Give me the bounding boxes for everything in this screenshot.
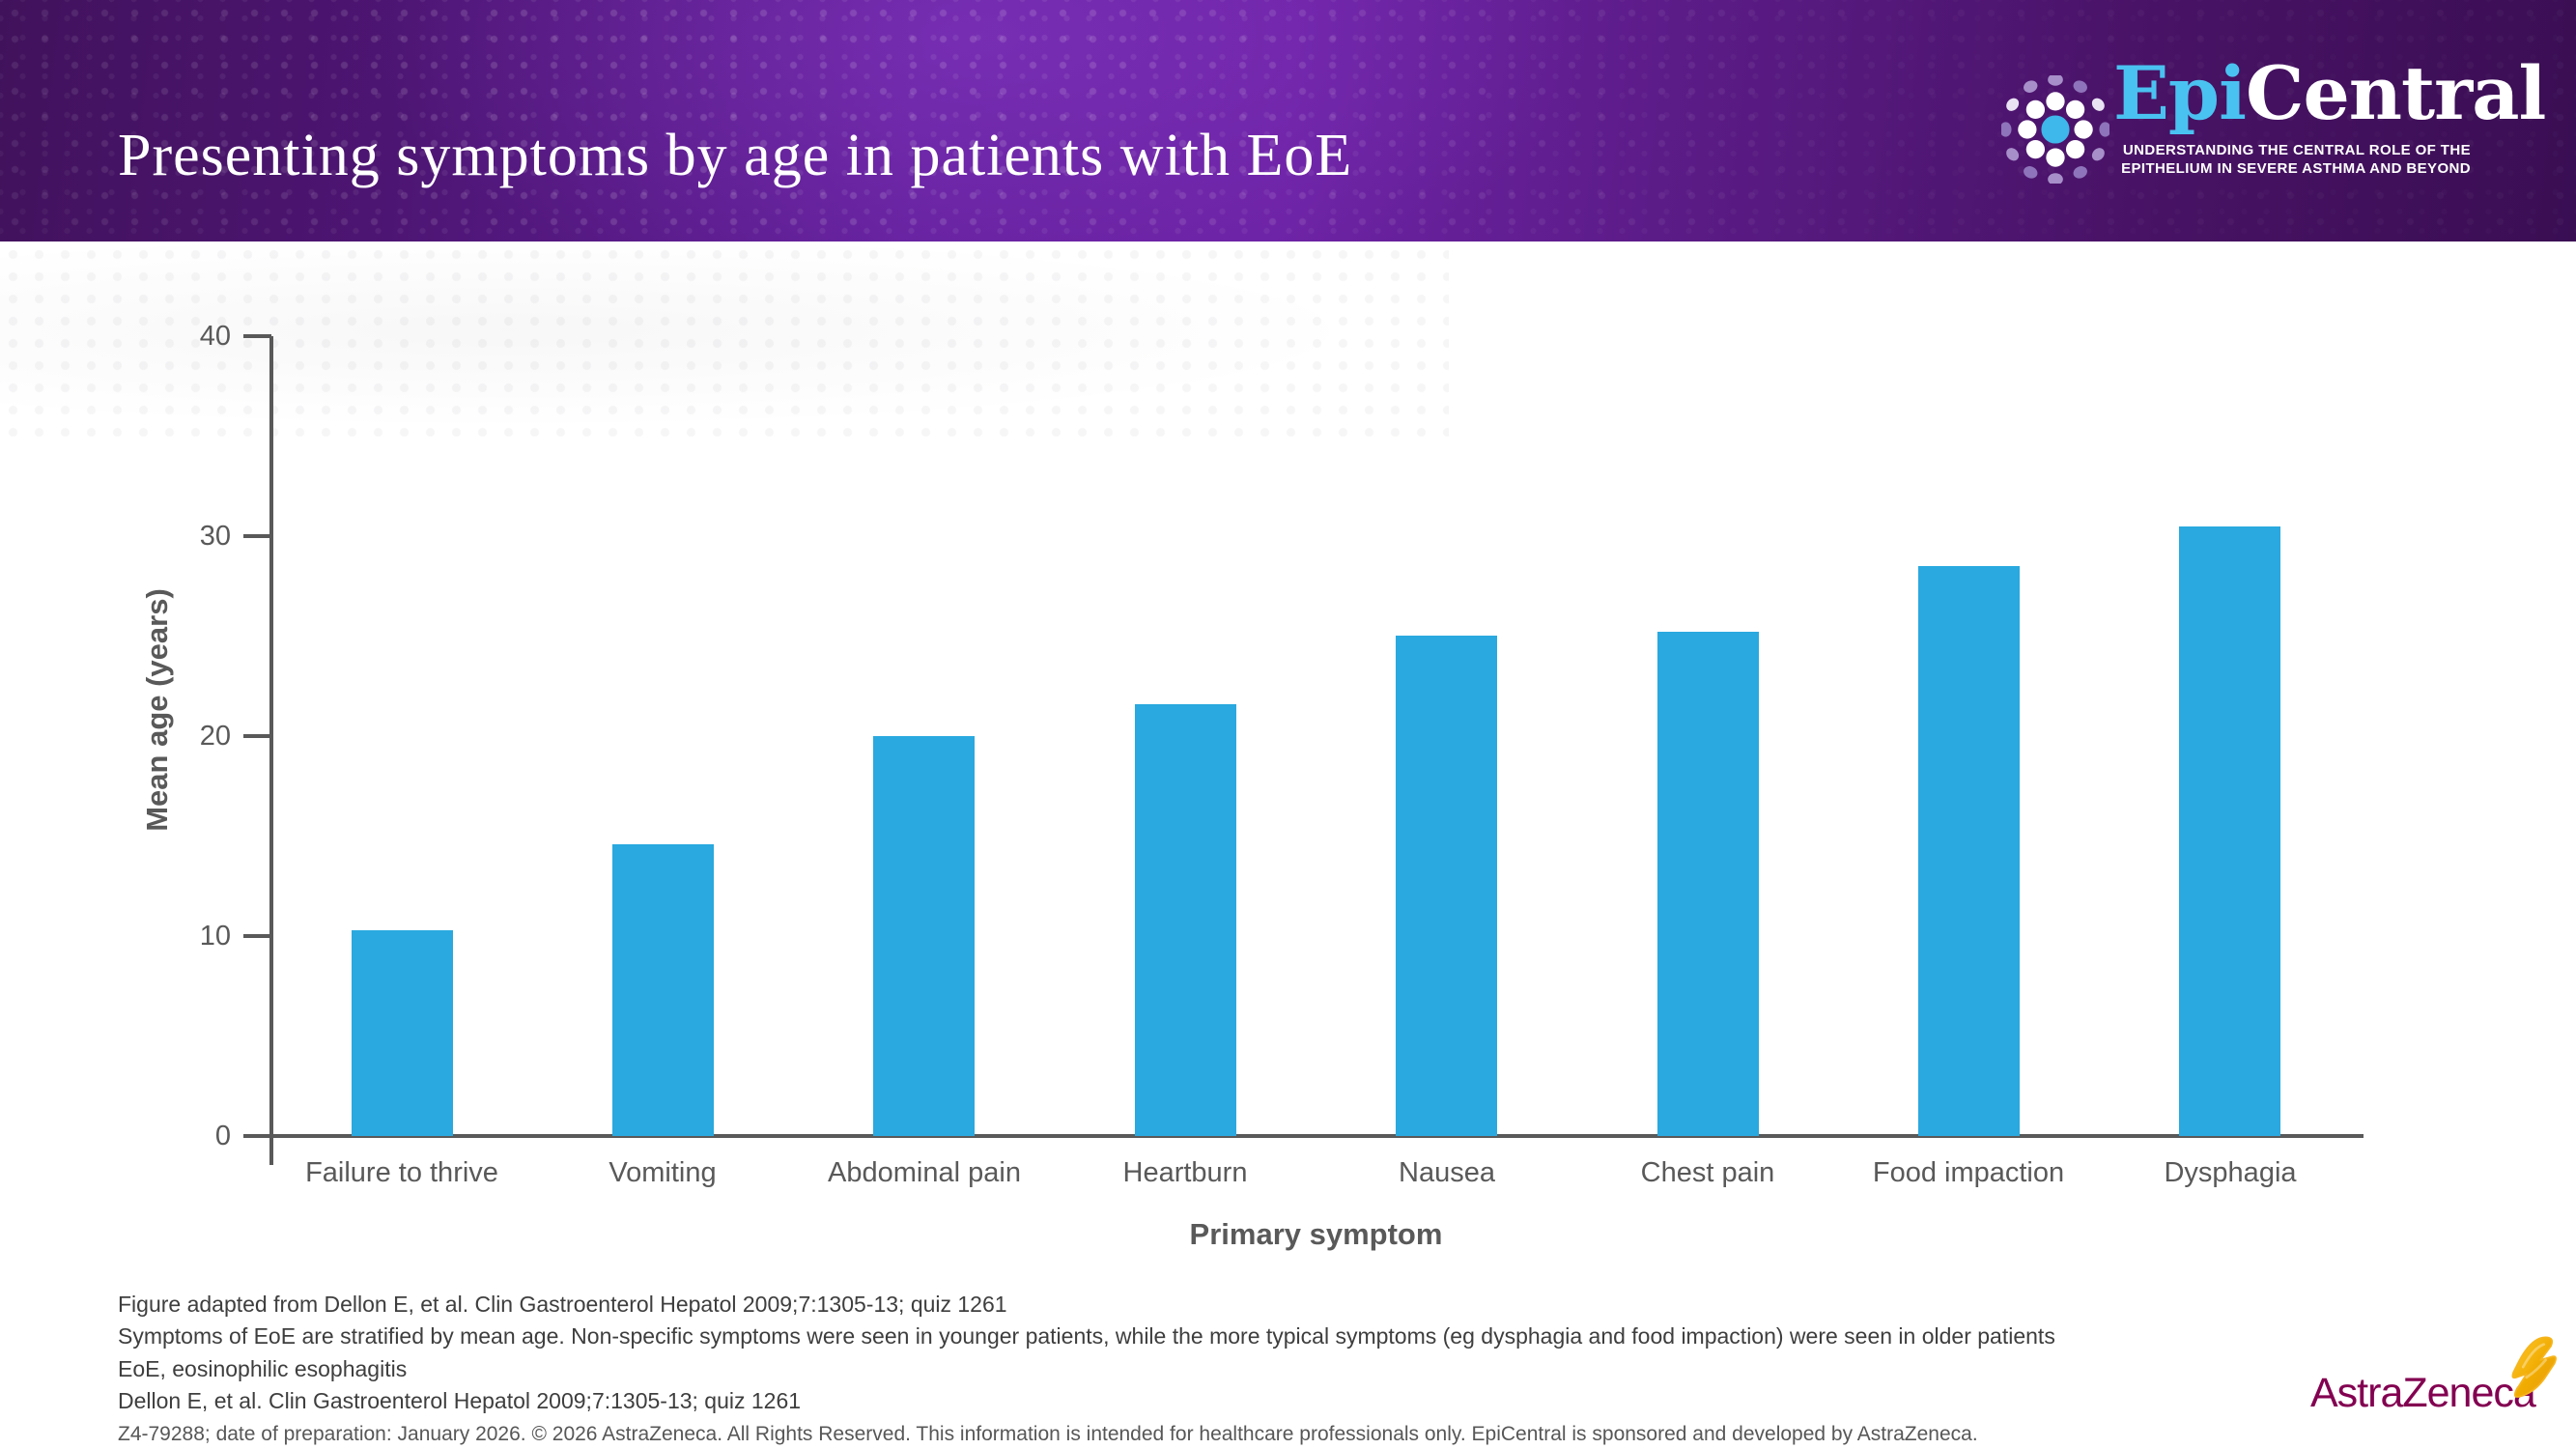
bar bbox=[612, 844, 714, 1136]
y-axis-tick bbox=[243, 934, 271, 938]
x-category-label: Failure to thrive bbox=[305, 1157, 498, 1188]
x-axis-line bbox=[269, 1134, 2364, 1138]
epicentral-wordmark: EpiCentral bbox=[2113, 50, 2546, 136]
astrazeneca-mark-icon bbox=[2507, 1327, 2560, 1413]
epicentral-wordmark-central: Central bbox=[2245, 50, 2546, 136]
epicentral-wordmark-epi: Epi bbox=[2113, 50, 2247, 136]
x-category-label: Heartburn bbox=[1122, 1157, 1248, 1188]
y-axis-tick bbox=[243, 734, 271, 738]
bar bbox=[352, 930, 453, 1136]
footnote-line: Figure adapted from Dellon E, et al. Cli… bbox=[118, 1292, 1007, 1317]
bar bbox=[873, 736, 975, 1136]
epicentral-tagline-line2: EPITHELIUM IN SEVERE ASTHMA AND BEYOND bbox=[2121, 160, 2471, 177]
bar bbox=[1396, 636, 1497, 1136]
footnote-line: EoE, eosinophilic esophagitis bbox=[118, 1355, 408, 1381]
x-category-label: Dysphagia bbox=[2164, 1157, 2297, 1188]
decorative-dot-texture bbox=[0, 243, 1449, 437]
header-banner: Presenting symptoms by age in patients w… bbox=[0, 0, 2576, 242]
y-tick-label: 30 bbox=[199, 521, 231, 552]
x-category-label: Abdominal pain bbox=[828, 1157, 1021, 1188]
x-axis-title: Primary symptom bbox=[1189, 1217, 1443, 1251]
bar bbox=[1135, 704, 1236, 1136]
footnote-line: Symptoms of EoE are stratified by mean a… bbox=[118, 1323, 2055, 1350]
epicentral-cell-icon bbox=[1999, 73, 2111, 188]
y-axis-line bbox=[269, 336, 273, 1165]
y-axis-tick bbox=[243, 334, 271, 338]
astrazeneca-wordmark: AstraZeneca bbox=[2310, 1370, 2536, 1416]
footnotes: Figure adapted from Dellon E, et al. Cli… bbox=[118, 1289, 2339, 1418]
footnote-line: Dellon E, et al. Clin Gastroenterol Hepa… bbox=[118, 1388, 802, 1414]
bar bbox=[1657, 632, 1759, 1136]
x-category-label: Chest pain bbox=[1640, 1157, 1775, 1188]
y-axis-tick bbox=[243, 534, 271, 538]
y-axis-tick bbox=[243, 1134, 271, 1138]
x-category-label: Vomiting bbox=[609, 1157, 717, 1188]
bar bbox=[1918, 566, 2020, 1136]
epicentral-tagline-line1: UNDERSTANDING THE CENTRAL ROLE OF THE bbox=[2122, 142, 2471, 158]
epicentral-tagline: UNDERSTANDING THE CENTRAL ROLE OF THE EP… bbox=[2111, 141, 2471, 178]
page-title: Presenting symptoms by age in patients w… bbox=[118, 123, 1353, 188]
astrazeneca-logo: AstraZeneca bbox=[2310, 1327, 2562, 1424]
y-axis-title: Mean age (years) bbox=[140, 588, 174, 832]
disclaimer-line: Z4-79288; date of preparation: January 2… bbox=[118, 1423, 1978, 1445]
y-tick-label: 20 bbox=[199, 721, 231, 752]
y-tick-label: 10 bbox=[199, 921, 231, 952]
x-category-label: Food impaction bbox=[1872, 1157, 2065, 1188]
x-category-label: Nausea bbox=[1399, 1157, 1495, 1188]
y-tick-label: 40 bbox=[199, 321, 231, 352]
bar bbox=[2179, 526, 2280, 1136]
epicentral-logo: EpiCentral UNDERSTANDING THE CENTRAL ROL… bbox=[1996, 50, 2546, 211]
y-tick-label: 0 bbox=[214, 1121, 231, 1151]
